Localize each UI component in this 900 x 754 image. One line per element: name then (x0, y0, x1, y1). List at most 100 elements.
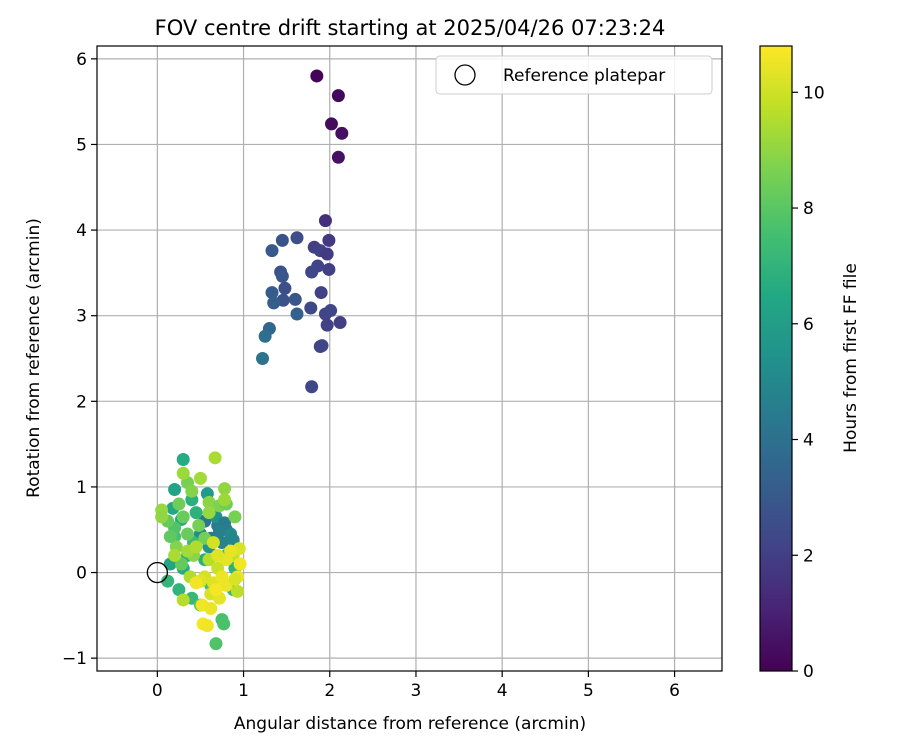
data-point (176, 466, 190, 480)
data-point (206, 536, 220, 550)
data-point (204, 602, 218, 615)
data-point (233, 557, 247, 571)
legend-marker (454, 64, 476, 86)
y-tick-label: 2 (76, 392, 87, 412)
data-point (224, 544, 238, 558)
x-tick-label: 1 (238, 681, 249, 701)
colorbar-tick-label: 8 (803, 199, 814, 219)
reference-platepar-marker (146, 561, 168, 584)
y-axis-label: Rotation from reference (arcmin) (24, 218, 44, 498)
data-point (331, 150, 345, 164)
colorbar-ticks: 0 2 4 6 8 10 (792, 83, 825, 682)
colorbar-tick-label: 2 (803, 546, 814, 566)
data-point (324, 117, 338, 131)
data-point (181, 527, 195, 541)
data-point (275, 233, 289, 247)
data-point (267, 296, 281, 310)
reference-layer (146, 561, 168, 584)
data-point (217, 617, 231, 631)
data-point (168, 548, 182, 562)
y-axis-ticks: −1 0 1 2 3 4 5 6 (62, 50, 97, 669)
data-points (155, 69, 349, 651)
x-axis-ticks: 0 1 2 3 4 5 6 (152, 671, 680, 701)
data-point (313, 340, 327, 354)
colorbar-tick-label: 6 (803, 315, 814, 335)
data-point (320, 247, 334, 261)
data-point (176, 593, 190, 607)
data-point (310, 69, 324, 83)
y-tick-label: 6 (76, 50, 87, 70)
y-tick-label: 0 (76, 564, 87, 584)
y-tick-label: 4 (76, 221, 87, 241)
data-point (155, 510, 169, 524)
y-tick-label: 5 (76, 135, 87, 155)
data-point (318, 214, 332, 228)
legend-box (435, 55, 713, 95)
data-point (288, 292, 302, 306)
data-point (202, 506, 216, 520)
colorbar-tick-label: 10 (803, 83, 825, 103)
data-point (209, 637, 223, 651)
data-point (200, 619, 214, 633)
data-point (218, 482, 232, 496)
data-point (228, 572, 242, 586)
colorbar: 0 2 4 6 8 10 Hours from first FF file (759, 45, 861, 682)
data-point (193, 471, 207, 485)
colorbar-label: Hours from first FF file (841, 263, 861, 453)
data-point (172, 583, 186, 597)
data-point (189, 576, 203, 590)
x-tick-label: 5 (583, 681, 594, 701)
data-point (228, 510, 242, 524)
data-point (265, 244, 279, 258)
x-tick-label: 0 (152, 681, 163, 701)
y-tick-label: 3 (76, 307, 87, 327)
data-point (161, 574, 175, 588)
legend: Reference platepar (435, 55, 713, 95)
data-point (324, 304, 338, 318)
data-point (322, 262, 336, 276)
data-point (209, 583, 223, 597)
colorbar-gradient (759, 45, 793, 672)
colorbar-tick-label: 4 (803, 431, 814, 451)
x-axis-label: Angular distance from reference (arcmin) (234, 714, 586, 734)
data-point (275, 269, 289, 283)
colorbar-tick-label: 0 (803, 662, 814, 682)
data-point (189, 506, 203, 520)
data-point (163, 530, 177, 544)
data-point (208, 451, 222, 465)
data-point (168, 482, 182, 496)
x-tick-label: 2 (324, 681, 335, 701)
data-point (305, 265, 319, 279)
chart-title: FOV centre drift starting at 2025/04/26 … (155, 16, 666, 40)
data-point (231, 584, 245, 598)
data-point (202, 495, 216, 509)
data-point (322, 233, 336, 247)
data-point (172, 497, 186, 511)
data-point (314, 286, 328, 300)
y-tick-label: −1 (62, 649, 87, 669)
data-point (265, 286, 279, 300)
plot-frame (96, 45, 723, 672)
data-point (212, 524, 226, 538)
data-point (185, 484, 199, 498)
data-point (331, 89, 345, 103)
data-point (218, 493, 232, 507)
legend-entry-label: Reference platepar (503, 66, 665, 86)
data-point (305, 380, 319, 394)
data-point (192, 518, 206, 532)
data-point (320, 318, 334, 332)
y-tick-label: 1 (76, 478, 87, 498)
data-point (304, 301, 318, 315)
data-point (258, 329, 272, 343)
data-point (290, 307, 304, 321)
data-point (333, 316, 347, 330)
data-point (189, 540, 203, 554)
x-tick-label: 3 (411, 681, 422, 701)
x-tick-label: 4 (497, 681, 508, 701)
data-point (290, 231, 304, 245)
x-tick-label: 6 (669, 681, 680, 701)
data-point (176, 453, 190, 467)
